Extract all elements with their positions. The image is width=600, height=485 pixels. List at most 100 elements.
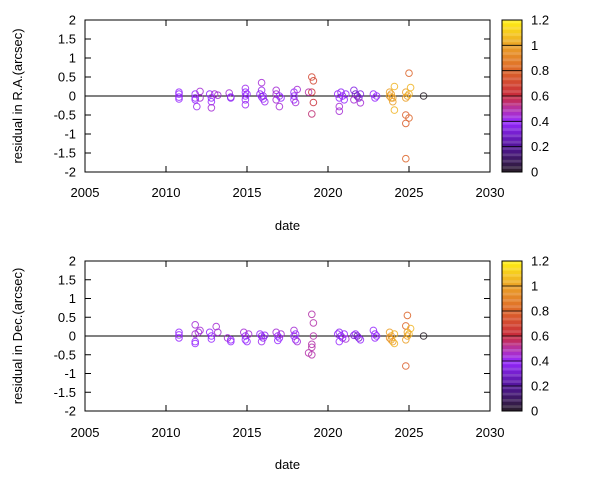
data-point xyxy=(309,332,318,340)
colorbar-swatch xyxy=(502,289,522,293)
data-point xyxy=(402,119,410,128)
data-point xyxy=(290,332,298,340)
data-point xyxy=(385,334,394,342)
data-point xyxy=(390,106,399,114)
data-point xyxy=(372,332,381,340)
colorbar-swatch xyxy=(502,345,522,349)
data-point xyxy=(342,335,350,343)
data-point xyxy=(385,328,394,337)
data-point xyxy=(191,94,199,102)
data-point xyxy=(175,93,183,101)
data-point xyxy=(351,330,360,338)
colorbar-swatch xyxy=(502,298,522,303)
colorbar-swatch xyxy=(502,124,522,129)
colorbar-swatch xyxy=(502,89,522,94)
y-tick-label: -1.5 xyxy=(54,385,76,400)
x-tick-label: 2015 xyxy=(233,425,262,440)
y-tick-label: 1.5 xyxy=(58,272,76,287)
colorbar-swatch xyxy=(502,20,522,24)
data-point xyxy=(308,88,316,96)
y-tick-label: 0.5 xyxy=(58,70,76,85)
colorbar-swatch xyxy=(502,376,522,381)
data-point xyxy=(277,94,285,102)
colorbar-swatch xyxy=(502,39,522,43)
colorbar-swatch xyxy=(502,270,522,274)
data-point xyxy=(405,69,413,77)
y-tick-label: -0.5 xyxy=(54,347,76,362)
colorbar-swatch xyxy=(502,386,522,390)
data-point xyxy=(340,330,349,338)
colorbar-swatch xyxy=(502,389,522,393)
colorbar-swatch xyxy=(502,143,522,148)
data-point xyxy=(308,310,316,319)
data-point xyxy=(214,328,222,337)
colorbar-swatch xyxy=(502,314,522,318)
colorbar-swatch xyxy=(502,311,522,315)
data-point xyxy=(210,90,219,98)
data-point xyxy=(241,100,250,109)
colorbar-swatch xyxy=(502,382,522,387)
x-tick-label: 2015 xyxy=(233,185,262,200)
data-point xyxy=(194,328,203,337)
colorbar-tick-label: 0 xyxy=(531,404,538,419)
data-point xyxy=(308,351,316,359)
x-tick-label: 2020 xyxy=(314,185,343,200)
data-point xyxy=(369,326,378,335)
colorbar-tick-label: 0.8 xyxy=(531,304,549,319)
data-point xyxy=(406,83,415,92)
data-point xyxy=(406,324,415,333)
data-point xyxy=(244,330,253,338)
data-point xyxy=(402,362,410,370)
colorbar-swatch xyxy=(502,162,522,167)
data-point xyxy=(350,86,358,95)
data-point xyxy=(402,336,410,344)
colorbar-swatch xyxy=(502,121,522,125)
colorbar-tick-label: 0 xyxy=(531,165,538,180)
colorbar-swatch xyxy=(502,96,522,100)
data-point xyxy=(257,337,266,346)
data-point xyxy=(227,94,235,102)
y-tick-label: 0 xyxy=(69,329,76,344)
data-point xyxy=(257,332,266,340)
data-point xyxy=(403,311,412,320)
colorbar-swatch xyxy=(502,301,522,306)
colorbar-swatch xyxy=(502,61,522,65)
data-point xyxy=(240,328,248,337)
colorbar-tick-label: 1.2 xyxy=(531,13,549,28)
data-point xyxy=(405,330,413,338)
data-point xyxy=(342,90,350,98)
data-point xyxy=(371,334,379,342)
y-tick-label: -1 xyxy=(64,366,76,381)
colorbar-swatch xyxy=(502,336,522,340)
data-point xyxy=(259,92,268,100)
x-tick-label: 2025 xyxy=(395,425,424,440)
data-point xyxy=(272,86,281,95)
colorbar-swatch xyxy=(502,51,522,56)
data-point xyxy=(225,89,233,97)
data-point xyxy=(335,337,344,346)
colorbar-swatch xyxy=(502,332,522,337)
colorbar-tick-label: 0.2 xyxy=(531,139,549,154)
colorbar-swatch xyxy=(502,320,522,324)
colorbar-swatch xyxy=(502,339,522,343)
colorbar-swatch xyxy=(502,392,522,396)
data-point xyxy=(196,326,204,335)
data-point xyxy=(308,110,316,118)
colorbar-swatch xyxy=(502,351,522,356)
data-point xyxy=(191,337,199,346)
colorbar-swatch xyxy=(502,118,522,122)
y-tick-label: -2 xyxy=(64,404,76,419)
colorbar-swatch xyxy=(502,367,522,371)
colorbar-swatch xyxy=(502,317,522,321)
x-axis-label: date xyxy=(275,218,300,233)
data-point xyxy=(291,336,300,344)
data-point xyxy=(274,336,282,345)
data-point xyxy=(309,98,318,107)
data-point xyxy=(372,92,381,100)
colorbar-swatch xyxy=(502,105,522,110)
y-tick-label: 0 xyxy=(69,89,76,104)
x-tick-label: 2020 xyxy=(314,425,343,440)
data-point xyxy=(205,328,214,337)
colorbar-swatch xyxy=(502,153,522,157)
colorbar-swatch xyxy=(502,295,522,299)
